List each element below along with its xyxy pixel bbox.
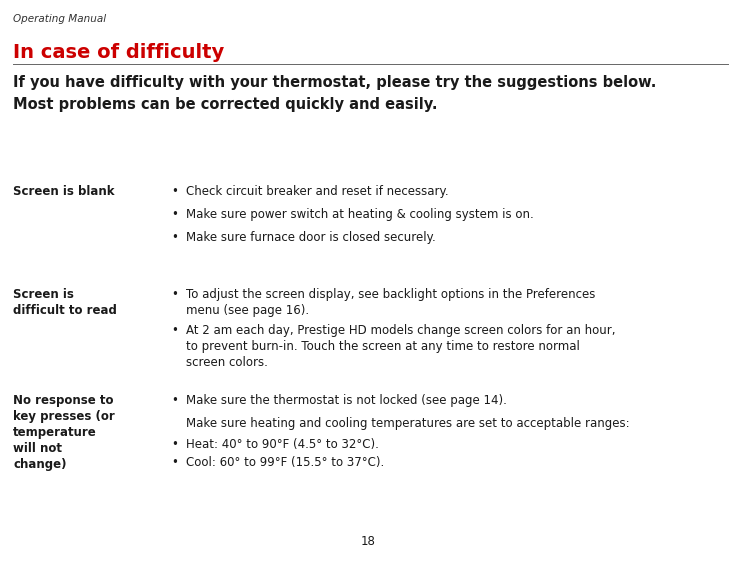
Text: •: • [171, 394, 178, 408]
Text: Make sure heating and cooling temperatures are set to acceptable ranges:: Make sure heating and cooling temperatur… [186, 417, 629, 430]
Text: •: • [171, 231, 178, 244]
Text: 18: 18 [361, 535, 376, 548]
Text: Make sure furnace door is closed securely.: Make sure furnace door is closed securel… [186, 231, 436, 244]
Text: To adjust the screen display, see backlight options in the Preferences
menu (see: To adjust the screen display, see backli… [186, 288, 595, 317]
Text: Screen is
difficult to read: Screen is difficult to read [13, 288, 117, 317]
Text: •: • [171, 438, 178, 451]
Text: Cool: 60° to 99°F (15.5° to 37°C).: Cool: 60° to 99°F (15.5° to 37°C). [186, 456, 384, 469]
Text: Operating Manual: Operating Manual [13, 14, 106, 25]
Text: •: • [171, 288, 178, 301]
Text: Screen is blank: Screen is blank [13, 185, 115, 198]
Text: If you have difficulty with your thermostat, please try the suggestions below.: If you have difficulty with your thermos… [13, 75, 657, 90]
Text: Make sure power switch at heating & cooling system is on.: Make sure power switch at heating & cool… [186, 208, 534, 221]
Text: Check circuit breaker and reset if necessary.: Check circuit breaker and reset if neces… [186, 185, 448, 198]
Text: At 2 am each day, Prestige HD models change screen colors for an hour,
to preven: At 2 am each day, Prestige HD models cha… [186, 324, 615, 369]
Text: Most problems can be corrected quickly and easily.: Most problems can be corrected quickly a… [13, 97, 438, 112]
Text: Heat: 40° to 90°F (4.5° to 32°C).: Heat: 40° to 90°F (4.5° to 32°C). [186, 438, 379, 451]
Text: •: • [171, 456, 178, 469]
Text: In case of difficulty: In case of difficulty [13, 43, 225, 62]
Text: No response to
key presses (or
temperature
will not
change): No response to key presses (or temperatu… [13, 394, 115, 471]
Text: •: • [171, 185, 178, 198]
Text: •: • [171, 324, 178, 337]
Text: Make sure the thermostat is not locked (see page 14).: Make sure the thermostat is not locked (… [186, 394, 506, 408]
Text: •: • [171, 208, 178, 221]
